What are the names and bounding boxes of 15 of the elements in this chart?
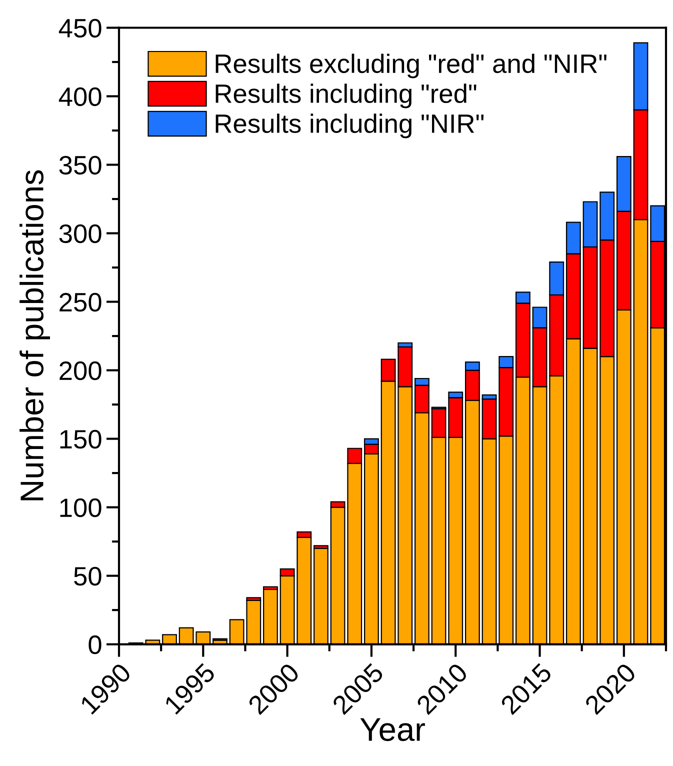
y-tick-label: 350: [59, 156, 102, 175]
x-axis-title: Year: [360, 718, 425, 742]
y-tick-label: 100: [60, 498, 102, 518]
y-tick-label: 300: [59, 224, 102, 244]
y-tick-label: 150: [60, 430, 102, 449]
y-axis-title: Number of publications: [20, 170, 50, 500]
y-tick-label: 200: [60, 361, 102, 380]
legend-label: Results including "NIR": [216, 114, 484, 138]
y-tick-label: 0: [88, 635, 102, 654]
legend-label: Results including "red": [216, 84, 476, 108]
y-tick-label: 450: [58, 18, 102, 38]
legend-label: Results excluding "red" and "NIR": [216, 54, 606, 78]
y-tick-label: 250: [60, 292, 102, 312]
y-tick-label: 400: [58, 87, 102, 106]
y-tick-label: 50: [74, 566, 102, 586]
